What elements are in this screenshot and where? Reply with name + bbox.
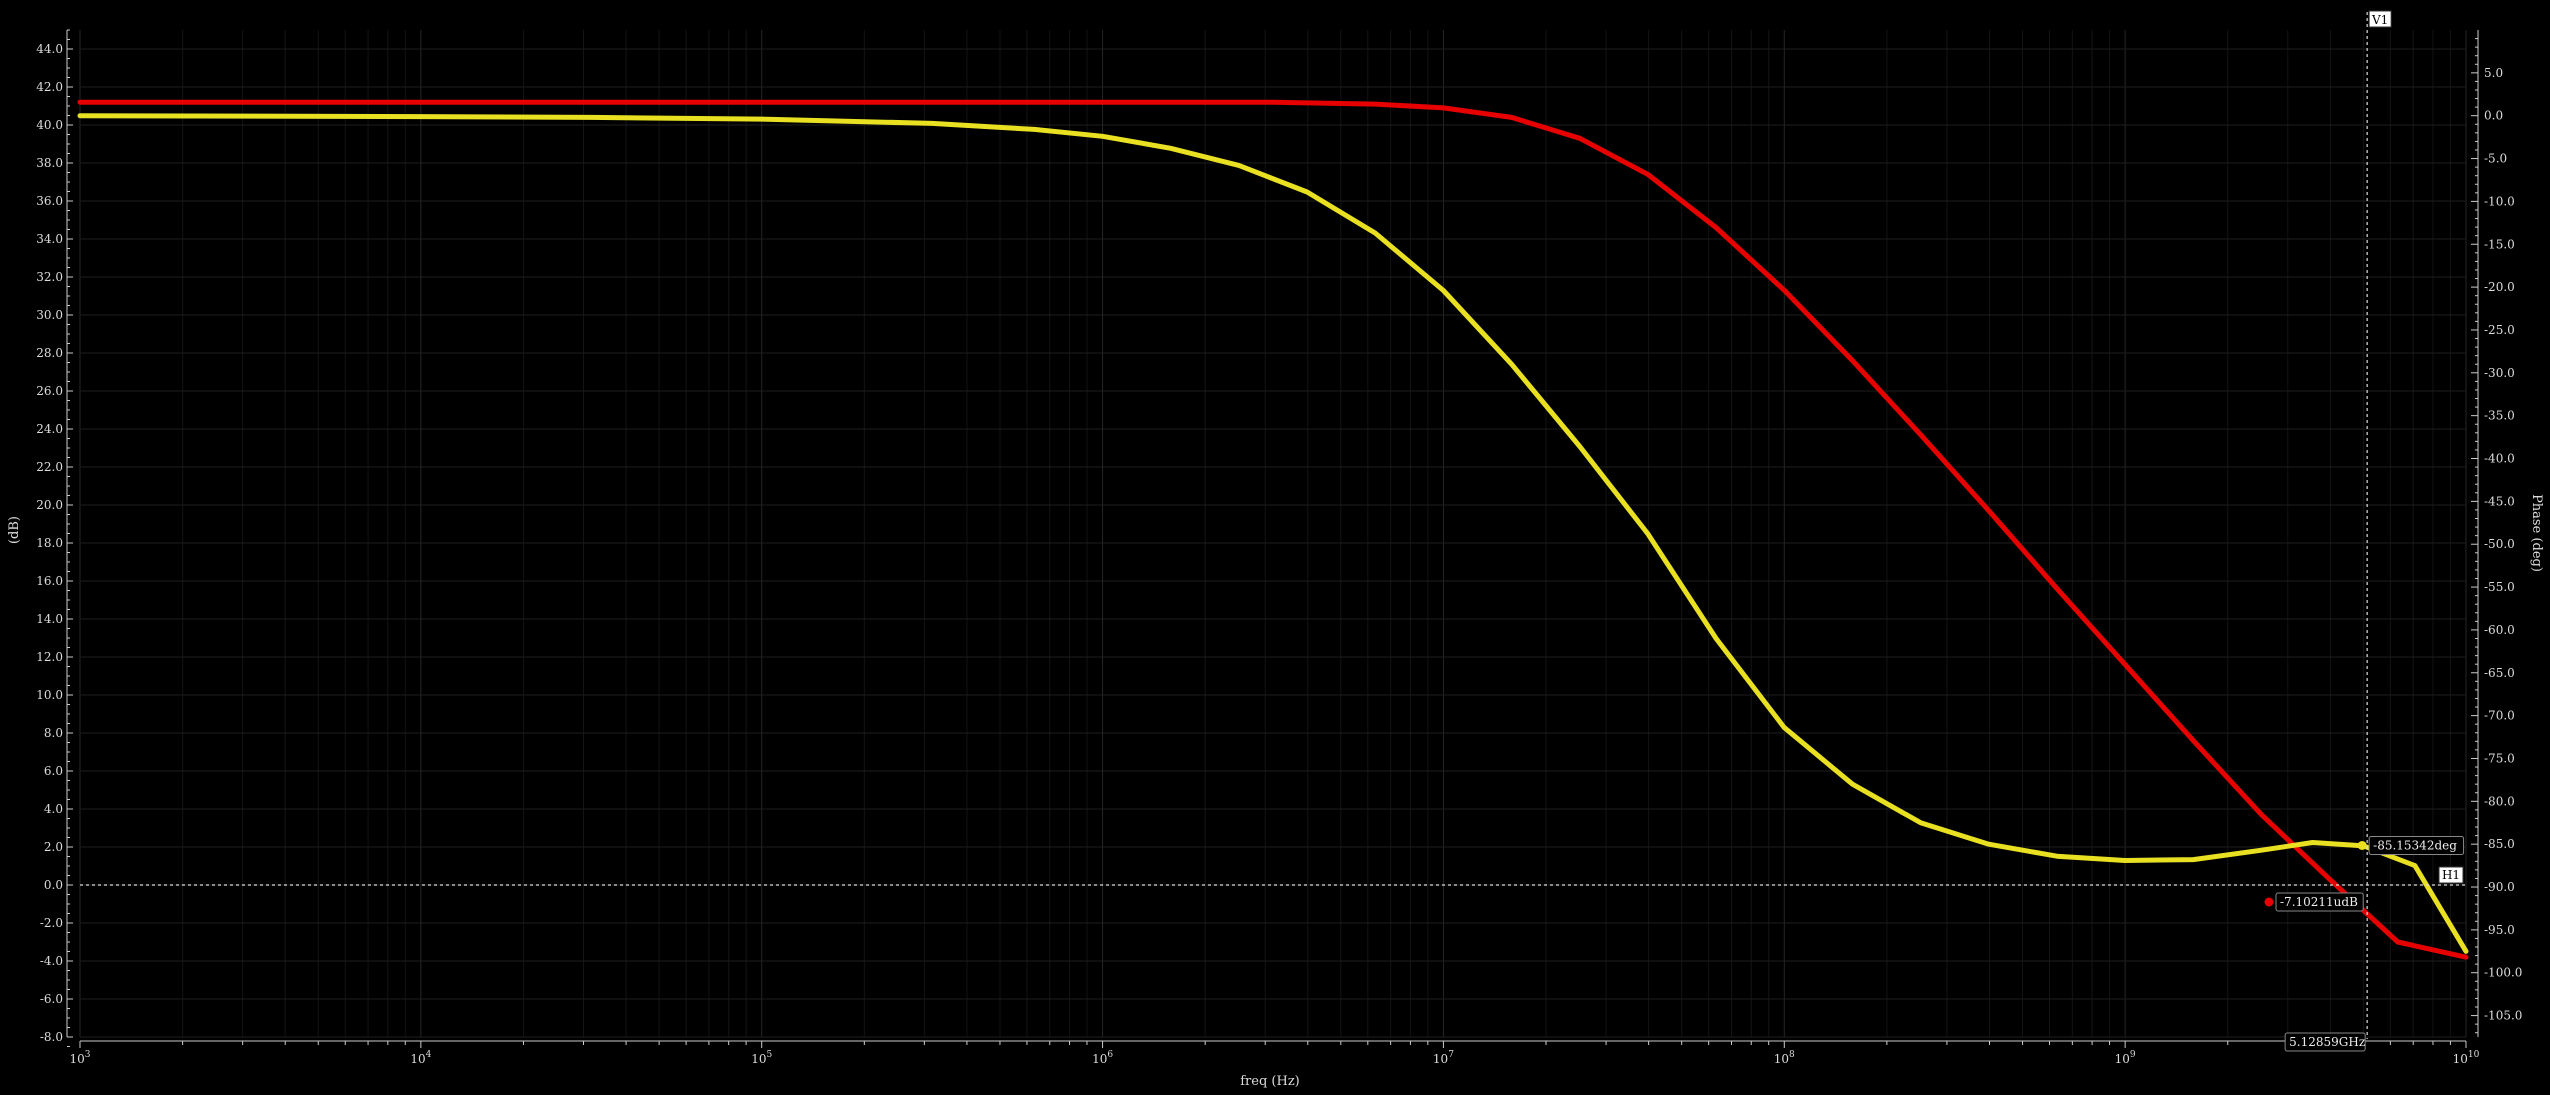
magnitude-cursor-marker [2264,897,2274,907]
right-tick-label: -80.0 [2484,794,2515,808]
right-tick-label: -70.0 [2484,709,2515,723]
horizontal-cursor-tag[interactable]: H1 [2438,866,2464,884]
right-tick-label: -105.0 [2484,1009,2522,1023]
vertical-cursor-tag[interactable]: V1 [2368,10,2392,28]
magnitude-readout-text: -7.10211udB [2280,895,2358,909]
right-tick-label: -35.0 [2484,409,2515,423]
left-tick-label: 34.0 [36,232,63,246]
right-tick-label: -45.0 [2484,494,2515,508]
right-tick-label: -20.0 [2484,280,2515,294]
right-tick-label: -55.0 [2484,580,2515,594]
frequency-readout: 5.12859GHz [2284,1032,2366,1052]
left-tick-label: 20.0 [36,498,63,512]
left-tick-label: 24.0 [36,422,63,436]
right-tick-label: 0.0 [2484,109,2503,123]
left-tick-label: 44.0 [36,42,63,56]
horizontal-cursor-tag-text: H1 [2442,868,2460,882]
cursor-layer[interactable]: V1 H1 5.12859GHz -85.15342deg -7.10211udB [80,10,2466,1052]
frequency-readout-box [2284,1032,2366,1052]
left-tick-label: 18.0 [36,536,63,550]
left-tick-label: -2.0 [40,916,63,930]
phase-series-line [77,113,2469,954]
grid-lines [79,30,2467,1038]
magnitude-readout-box [2275,892,2364,912]
left-tick-label: 4.0 [44,802,63,816]
left-tick-label: 28.0 [36,346,63,360]
phase-cursor-marker [2357,840,2367,850]
right-tick-label: -65.0 [2484,666,2515,680]
left-tick-label: -4.0 [40,954,63,968]
vertical-cursor-tag-box [2368,10,2392,28]
left-tick-label: 0.0 [44,878,63,892]
right-tick-label: -90.0 [2484,880,2515,894]
right-tick-label: -10.0 [2484,194,2515,208]
left-tick-label: 8.0 [44,726,63,740]
horizontal-cursor-tag-box [2438,866,2464,884]
vertical-cursor-tag-text: V1 [2371,13,2388,27]
frequency-readout-text: 5.12859GHz [2289,1035,2365,1049]
left-tick-label: 12.0 [36,650,63,664]
series-group [77,99,2469,960]
magnitude-readout: -7.10211udB [2275,892,2364,912]
right-tick-label: -50.0 [2484,537,2515,551]
right-tick-label: -40.0 [2484,452,2515,466]
left-tick-label: 38.0 [36,156,63,170]
left-tick-label: 36.0 [36,194,63,208]
phase-readout: -85.15342deg [2368,835,2465,855]
right-tick-label: -75.0 [2484,751,2515,765]
left-tick-label: 26.0 [36,384,63,398]
left-axis-label: (dB) [7,516,22,544]
left-tick-label: 10.0 [36,688,63,702]
left-tick-label: 16.0 [36,574,63,588]
phase-readout-box [2368,835,2465,855]
left-axis: -8.0 -6.0 -4.0 -2.0 0.0 2.0 4.0 6.0 8.0 10.0 12.0 1… [36,29,73,1047]
left-tick-label: 14.0 [36,612,63,626]
left-tick-label: 40.0 [36,118,63,132]
left-tick-label: 2.0 [44,840,63,854]
x-axis-label: freq (Hz) [1240,1074,1300,1089]
left-tick-label: 22.0 [36,460,63,474]
phase-readout-text: -85.15342deg [2373,838,2457,852]
left-tick-label: 32.0 [36,270,63,284]
right-tick-label: -85.0 [2484,837,2515,851]
right-axis-label: Phase (deg) [2529,494,2544,572]
left-tick-label: 30.0 [36,308,63,322]
right-tick-label: -5.0 [2484,152,2507,166]
left-tick-label: 6.0 [44,764,63,778]
magnitude-series-line [77,99,2469,960]
right-tick-label: -60.0 [2484,623,2515,637]
right-tick-label: -15.0 [2484,237,2515,251]
right-axis: 5.0 0.0 -5.0 -10.0 -15.0 -20.0 -25.0 -30.0 -35.0… [2471,30,2522,1037]
left-tick-label: -8.0 [40,1030,63,1044]
left-tick-label: -6.0 [40,992,63,1006]
right-tick-label: -95.0 [2484,923,2515,937]
right-tick-label: -30.0 [2484,366,2515,380]
right-tick-label: -100.0 [2484,966,2522,980]
right-tick-label: -25.0 [2484,323,2515,337]
right-tick-label: 5.0 [2484,66,2503,80]
left-tick-label: 42.0 [36,80,63,94]
